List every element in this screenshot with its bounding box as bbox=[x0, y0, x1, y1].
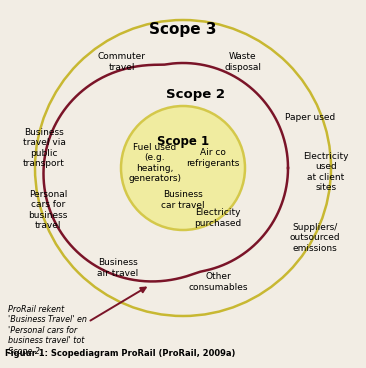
Text: Figuur 1: Scopediagram ProRail (ProRail, 2009a): Figuur 1: Scopediagram ProRail (ProRail,… bbox=[5, 349, 235, 358]
Circle shape bbox=[121, 106, 245, 230]
Text: Scope 3: Scope 3 bbox=[149, 22, 217, 37]
Text: Commuter
travel: Commuter travel bbox=[98, 52, 146, 72]
Text: Air co
refrigerants: Air co refrigerants bbox=[186, 148, 240, 168]
Text: Suppliers/
outsourced
emissions: Suppliers/ outsourced emissions bbox=[290, 223, 340, 253]
Text: ProRail rekent
'Business Travel' en
'Personal cars for
business travel' tot
Scop: ProRail rekent 'Business Travel' en 'Per… bbox=[8, 305, 87, 355]
Text: Electricity
used
at client
sites: Electricity used at client sites bbox=[303, 152, 349, 192]
Text: Business
air travel: Business air travel bbox=[97, 258, 139, 278]
Text: Electricity
purchased: Electricity purchased bbox=[194, 208, 242, 228]
Text: Business
car travel: Business car travel bbox=[161, 190, 205, 210]
Text: Fuel used
(e.g.
heating,
generators): Fuel used (e.g. heating, generators) bbox=[128, 143, 182, 183]
Text: Scope 1: Scope 1 bbox=[157, 135, 209, 148]
Text: Business
travel via
public
transport: Business travel via public transport bbox=[23, 128, 66, 168]
Text: Other
consumables: Other consumables bbox=[188, 272, 248, 292]
Text: Scope 2: Scope 2 bbox=[167, 88, 225, 101]
Text: Waste
disposal: Waste disposal bbox=[224, 52, 261, 72]
Text: Paper used: Paper used bbox=[285, 113, 335, 123]
Text: Personal
cars for
business
travel: Personal cars for business travel bbox=[28, 190, 68, 230]
